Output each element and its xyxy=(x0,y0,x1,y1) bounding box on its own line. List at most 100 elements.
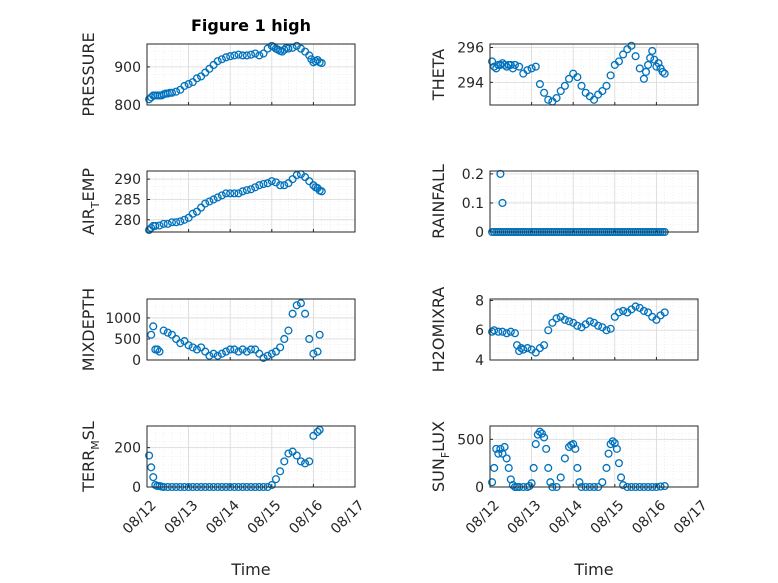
data-point xyxy=(569,440,578,449)
data-point xyxy=(602,326,611,335)
data-point xyxy=(184,341,193,350)
data-point xyxy=(155,347,164,356)
data-point xyxy=(631,302,640,311)
data-point xyxy=(147,463,156,472)
data-point xyxy=(571,444,580,453)
ylabel-air_temp: AIRTEMP xyxy=(79,168,102,235)
data-point xyxy=(612,444,621,453)
ytick-label: 1000 xyxy=(105,311,141,327)
data-point xyxy=(226,345,235,354)
data-point xyxy=(213,351,222,360)
plot-area xyxy=(147,299,355,360)
ylabel-theta: THETA xyxy=(429,49,448,101)
data-point xyxy=(519,345,528,354)
data-point xyxy=(589,95,599,104)
data-point xyxy=(490,326,499,335)
data-point xyxy=(234,347,243,356)
data-point xyxy=(213,57,222,66)
data-point xyxy=(145,225,154,235)
data-point xyxy=(604,449,613,458)
data-point xyxy=(644,308,653,317)
data-point xyxy=(635,64,644,73)
data-point xyxy=(575,478,584,487)
data-point xyxy=(540,433,549,442)
data-point xyxy=(552,93,561,103)
axes-frame xyxy=(146,298,356,361)
data-point xyxy=(267,177,276,186)
data-point xyxy=(585,317,594,326)
data-point xyxy=(619,306,628,315)
data-point xyxy=(242,347,251,356)
data-point xyxy=(544,326,553,335)
data-point xyxy=(644,60,653,69)
data-point xyxy=(598,478,607,487)
ytick-label: 0 xyxy=(132,480,141,496)
data-point xyxy=(192,345,201,354)
data-point xyxy=(556,87,565,96)
ytick-label: 0 xyxy=(475,480,484,496)
data-point xyxy=(217,191,226,200)
data-point xyxy=(496,444,505,453)
data-point xyxy=(315,330,324,339)
data-point xyxy=(529,463,538,472)
data-point xyxy=(546,478,555,487)
data-point xyxy=(639,306,648,315)
ylabel-mixdepth: MIXDEPTH xyxy=(79,288,98,371)
data-point xyxy=(594,321,603,330)
data-point xyxy=(201,199,210,208)
data-point xyxy=(221,189,231,198)
data-point xyxy=(535,80,544,89)
data-point xyxy=(159,326,168,335)
data-point xyxy=(213,193,222,202)
data-point xyxy=(292,301,301,310)
data-point xyxy=(284,179,293,188)
data-point xyxy=(552,314,561,323)
data-point xyxy=(556,473,565,482)
data-point xyxy=(560,81,569,90)
plot-area xyxy=(147,44,355,105)
data-point xyxy=(238,51,247,60)
plot-area xyxy=(490,426,698,487)
data-point xyxy=(147,330,156,339)
data-point xyxy=(149,473,158,482)
data-point xyxy=(619,50,628,59)
data-point xyxy=(159,219,168,228)
data-point xyxy=(226,189,235,198)
data-point xyxy=(167,218,177,227)
subplot-air_temp: 280 285 290 AIRTEMP xyxy=(79,168,356,235)
axes-frame xyxy=(489,425,699,488)
data-point xyxy=(573,73,582,82)
data-point xyxy=(145,451,154,460)
data-point xyxy=(531,440,540,449)
axes-frame xyxy=(146,43,356,106)
data-point xyxy=(510,60,520,69)
ytick-label: 0 xyxy=(475,225,484,241)
data-point xyxy=(172,218,181,227)
data-point xyxy=(259,353,268,362)
data-point xyxy=(238,345,247,354)
data-point xyxy=(167,88,177,97)
data-point xyxy=(230,189,239,198)
plot-area xyxy=(490,171,698,232)
data-point xyxy=(188,209,197,218)
ylabel-sun_flux: SUNFLUX xyxy=(429,421,452,492)
data-point xyxy=(317,59,326,68)
ytick-label: 294 xyxy=(457,75,484,91)
series-h2omixra xyxy=(488,302,669,357)
data-point xyxy=(234,189,243,198)
data-point xyxy=(251,345,260,354)
data-point xyxy=(192,74,201,83)
data-point xyxy=(271,347,281,356)
data-point xyxy=(167,330,177,339)
data-point xyxy=(598,87,607,96)
data-point xyxy=(488,57,497,66)
data-point xyxy=(515,62,524,71)
data-point xyxy=(309,349,318,358)
data-point xyxy=(242,51,251,60)
ytick-label: 900 xyxy=(114,60,141,76)
series-pressure xyxy=(145,41,326,104)
data-point xyxy=(267,349,276,358)
data-point xyxy=(284,326,293,335)
ytick-label: 500 xyxy=(114,332,141,348)
data-point xyxy=(301,459,310,468)
